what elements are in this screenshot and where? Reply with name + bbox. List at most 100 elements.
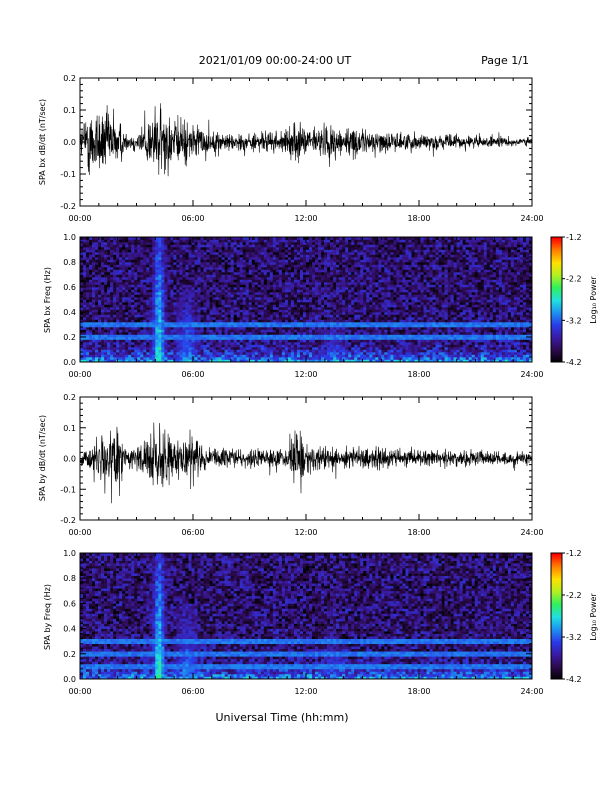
spectrogram-cell [98, 247, 102, 250]
spectrogram-cell [149, 314, 153, 318]
spectrogram-cell [348, 284, 352, 288]
spectrogram-cell [348, 264, 352, 268]
spectrogram-cell [269, 254, 274, 258]
spectrogram-cell [327, 337, 331, 340]
spectrogram-cell [321, 279, 325, 283]
spectrogram-cell [122, 317, 126, 320]
spectrogram-cell [342, 257, 346, 260]
spectrogram-cell [137, 327, 141, 330]
spectrogram-cell [95, 352, 99, 355]
spectrogram-cell [134, 279, 138, 283]
spectrogram-cell [372, 307, 376, 310]
spectrogram-cell [354, 344, 358, 348]
spectrogram-cell [185, 322, 189, 325]
spectrogram-cell [203, 314, 207, 318]
spectrogram-cell [137, 357, 141, 360]
spectrogram-cell [351, 279, 355, 283]
spectrogram-cell [92, 322, 96, 325]
spectrogram-cell [125, 354, 129, 358]
spectrogram-cell [257, 302, 262, 305]
spectrogram-cell [215, 294, 219, 298]
spectrogram-cell [218, 349, 222, 353]
spectrogram-cell [296, 317, 301, 320]
spectrogram-cell [137, 267, 141, 270]
spectrogram-cell [272, 267, 277, 270]
spectrogram-cell [248, 344, 253, 348]
spectrogram-cell [242, 239, 247, 243]
spectrogram-cell [321, 324, 325, 328]
spectrogram-cell [110, 264, 114, 268]
spectrogram-cell [281, 334, 286, 338]
spectrogram-cell [179, 314, 183, 318]
spectrogram-cell [309, 319, 313, 323]
spectrogram-cell [80, 262, 84, 265]
spectrogram-cell [236, 249, 240, 253]
spectrogram-cell [251, 317, 256, 320]
spectrogram-cell [272, 327, 277, 330]
spectrogram-cell [366, 254, 370, 258]
spectrogram-cell [324, 289, 328, 293]
spectrogram-cell [200, 252, 204, 255]
spectrogram-cell [107, 317, 111, 320]
spectrogram-cell [281, 237, 286, 240]
spectrogram-cell [221, 292, 225, 295]
spectrogram-cell [366, 289, 370, 293]
spectrogram-cell [119, 347, 123, 350]
spectrogram-cell [80, 257, 84, 260]
spectrogram-cell [266, 252, 271, 255]
spectrogram-cell [167, 299, 171, 303]
spectrogram-cell [275, 267, 280, 270]
spectrogram-cell [272, 294, 277, 298]
spectrogram-cell [215, 237, 219, 240]
spectrogram-cell [306, 257, 310, 260]
spectrogram-cell [224, 289, 228, 293]
spectrogram-cell [254, 254, 259, 258]
spectrogram-cell [348, 329, 352, 333]
spectrogram-cell [149, 244, 153, 248]
spectrogram-cell [227, 292, 231, 295]
spectrogram-cell [330, 359, 334, 363]
spectrogram-cell [206, 357, 210, 360]
spectrogram-cell [197, 354, 201, 358]
spectrogram-cell [260, 257, 265, 260]
spectrogram-cell [296, 309, 301, 313]
spectrogram-cell [104, 359, 108, 363]
spectrogram-cell [200, 357, 204, 360]
spectrogram-cell [357, 237, 361, 240]
spectrogram-cell [357, 349, 361, 353]
spectrogram-cell [248, 314, 253, 318]
spectrogram-cell [197, 274, 201, 278]
spectrogram-cell [293, 317, 298, 320]
spectrogram-cell [306, 317, 310, 320]
spectrogram-cell [86, 267, 90, 270]
spectrogram-cell [287, 237, 292, 240]
spectrogram-cell [194, 247, 198, 250]
spectrogram-cell [272, 244, 277, 248]
spectrogram-cell [260, 289, 265, 293]
spectrogram-cell [306, 252, 310, 255]
spectrogram-cell [281, 357, 286, 360]
spectrogram-cell [152, 302, 156, 305]
spectrogram-cell [188, 322, 192, 325]
spectrogram-cell [161, 279, 165, 283]
spectrogram-cell [266, 267, 271, 270]
spectrogram-cell [333, 352, 337, 355]
spectrogram-cell [299, 247, 304, 250]
spectrogram-cell [369, 339, 373, 343]
spectrogram-cell [125, 352, 129, 355]
spectrogram-cell [230, 279, 234, 283]
spectrogram-cell [185, 299, 189, 303]
spectrogram-cell [369, 239, 373, 243]
spectrogram-cell [302, 274, 307, 278]
spectrogram-cell [182, 287, 186, 290]
spectrogram-cell [212, 314, 216, 318]
spectrogram-cell [275, 324, 280, 328]
spectrogram-cell [179, 357, 183, 360]
spectrogram-cell [251, 337, 256, 340]
spectrogram-cell [212, 342, 216, 345]
spectrogram-cell [194, 237, 198, 240]
spectrogram-cell [83, 269, 87, 273]
spectrogram-cell [203, 337, 207, 340]
spectrogram-cell [312, 299, 316, 303]
spectrogram-cell [191, 274, 195, 278]
